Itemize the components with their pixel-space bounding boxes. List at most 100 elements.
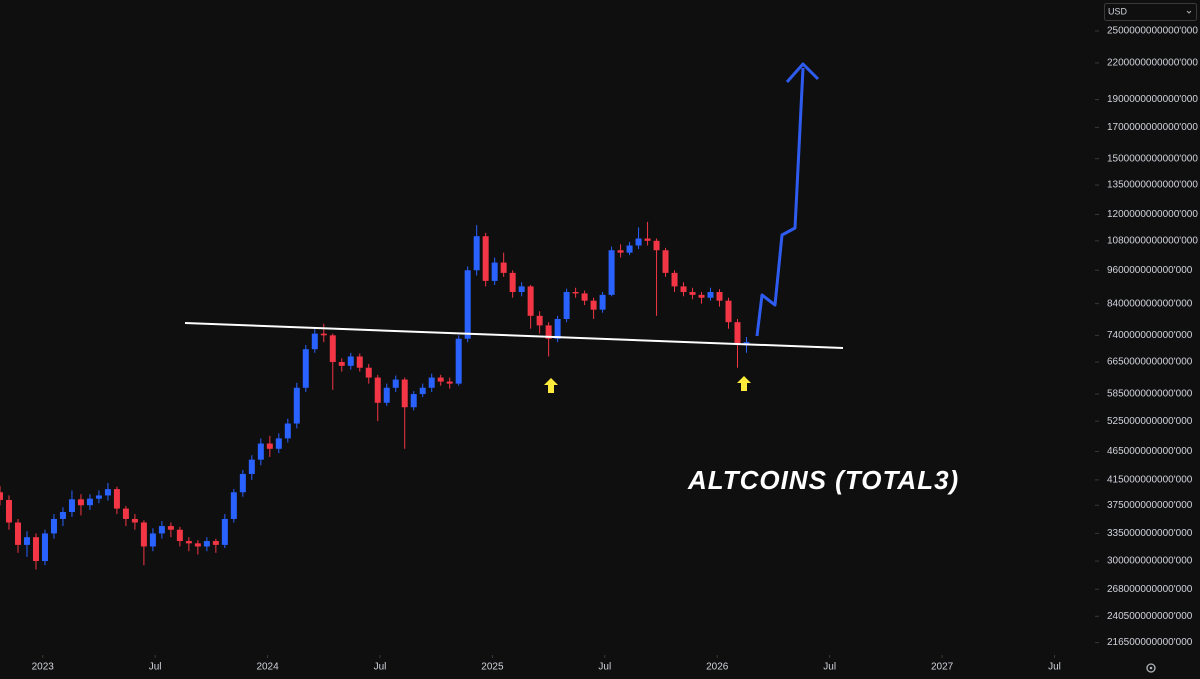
y-tick-label: 2500000000000'000 (1107, 26, 1198, 37)
candle-body (671, 272, 678, 287)
candle-body (437, 377, 444, 382)
candle-body (662, 250, 669, 273)
candle-body (716, 292, 723, 301)
candle-body (293, 387, 300, 424)
candle-body (122, 508, 129, 519)
candle-body (266, 443, 273, 449)
candle-body (212, 541, 219, 545)
candle-body (95, 495, 102, 499)
candle-body (464, 270, 471, 339)
candle-body (5, 499, 12, 523)
candle-body (0, 492, 3, 500)
candle-body (689, 292, 696, 295)
candle-body (140, 522, 147, 547)
candle-body (185, 541, 192, 544)
candle-body (59, 512, 66, 519)
candle-body (32, 537, 39, 562)
settings-icon-center (1149, 666, 1153, 670)
y-tick-label: 525000000000'000 (1107, 416, 1193, 427)
candle-body (374, 377, 381, 403)
candle-body (491, 262, 498, 281)
currency-select[interactable] (1104, 3, 1197, 21)
candle-body (275, 438, 282, 449)
candle-body (536, 315, 543, 326)
currency-label: USD (1108, 6, 1128, 16)
y-tick-label: 585000000000'000 (1107, 389, 1193, 400)
candle-body (347, 356, 354, 366)
y-tick-label: 375000000000'000 (1107, 500, 1193, 511)
y-tick-label: 216500000000'000 (1107, 637, 1193, 648)
candle-body (77, 499, 84, 506)
candle-body (725, 300, 732, 323)
candle-body (221, 518, 228, 545)
y-tick-label: 415000000000'000 (1107, 475, 1193, 486)
candle-body (113, 489, 120, 509)
candle-body (743, 342, 750, 344)
candle-body (68, 499, 75, 513)
x-tick-label: Jul (598, 662, 611, 673)
x-tick-label: Jul (374, 662, 387, 673)
x-tick-label: Jul (149, 662, 162, 673)
candle-body (392, 379, 399, 388)
candle-body (707, 292, 714, 298)
x-tick-label: 2024 (256, 662, 279, 673)
x-tick-label: 2025 (481, 662, 504, 673)
candle-body (590, 300, 597, 310)
projection-arrow-head (785, 62, 820, 83)
candle-body (383, 387, 390, 403)
y-tick-label: 335000000000'000 (1107, 528, 1193, 539)
candle-body (104, 489, 111, 496)
y-tick-label: 465000000000'000 (1107, 446, 1193, 457)
candle-body (410, 394, 417, 408)
candle-body (581, 293, 588, 301)
y-tick-label: 840000000000'000 (1107, 298, 1193, 309)
candle-body (653, 240, 660, 251)
y-tick-label: 268000000000'000 (1107, 584, 1193, 595)
y-tick-label: 1080000000000'000 (1107, 235, 1198, 246)
y-tick-label: 665000000000'000 (1107, 357, 1193, 368)
candle-body (167, 526, 174, 530)
candle-body (455, 338, 462, 384)
candle-body (644, 238, 651, 241)
dropdown-chevron (1186, 10, 1192, 14)
candle-body (626, 245, 633, 253)
x-tick-label: Jul (823, 662, 836, 673)
candle-body (329, 335, 336, 363)
candle-body (302, 349, 309, 388)
candle-body (239, 473, 246, 493)
candle-body (338, 362, 345, 366)
candle-body (203, 541, 210, 547)
candle-body (23, 537, 30, 545)
settings-icon[interactable] (1146, 663, 1156, 673)
candle-body (41, 533, 48, 562)
candle-body (698, 294, 705, 298)
candle-body (86, 498, 93, 506)
candle-body (563, 292, 570, 319)
candle-body (14, 522, 21, 545)
candle-body (311, 333, 318, 350)
candle-body (680, 286, 687, 293)
y-tick-label: 740000000000'000 (1107, 330, 1193, 341)
projection-arrow (755, 67, 805, 337)
candle-body (608, 250, 615, 295)
y-tick-label: 1500000000000'000 (1107, 153, 1198, 164)
y-tick-label: 1700000000000'000 (1107, 122, 1198, 133)
candle-body (158, 526, 165, 534)
candle-body (482, 236, 489, 281)
trend-line (184, 322, 844, 349)
y-tick-label: 1350000000000'000 (1107, 180, 1198, 191)
candle-body (518, 286, 525, 293)
candle-body (500, 262, 507, 273)
candle-body (248, 459, 255, 474)
candle-body (149, 533, 156, 547)
y-tick-label: 1200000000000'000 (1107, 209, 1198, 220)
candle-body (257, 443, 264, 460)
candle-body (365, 367, 372, 378)
candle-body (635, 238, 642, 246)
up-arrow-marker (737, 376, 751, 391)
x-tick-label: 2023 (32, 662, 55, 673)
candle-body (131, 518, 138, 523)
candle-body (473, 236, 480, 271)
candle-body (419, 387, 426, 395)
